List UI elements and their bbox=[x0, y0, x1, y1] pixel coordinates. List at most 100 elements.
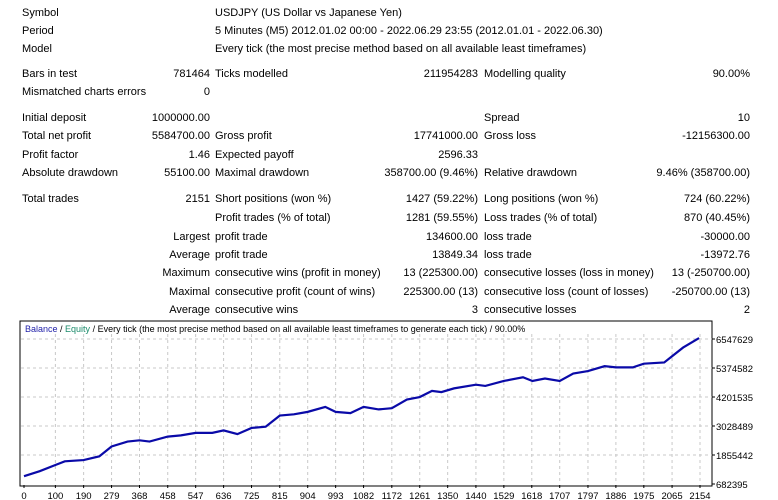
stats-row: Profit factor 1.46 Expected payoff 2596.33 bbox=[0, 149, 778, 165]
stat-label: consecutive wins bbox=[215, 304, 299, 316]
stat-label: loss trade bbox=[484, 249, 532, 261]
x-tick-label: 1261 bbox=[409, 491, 430, 500]
legend-model: / Every tick (the most precise method ba… bbox=[90, 324, 525, 334]
stat-label: consecutive losses (loss in money) bbox=[484, 267, 654, 279]
stat-value: 870 (40.45%) bbox=[683, 212, 750, 224]
stat-label: consecutive wins (profit in money) bbox=[215, 267, 381, 279]
y-tick-label: 4201535 bbox=[716, 393, 753, 404]
stat-value: Maximal bbox=[169, 286, 210, 298]
stat-value: 2151 bbox=[185, 193, 210, 205]
x-tick-label: 2154 bbox=[689, 491, 710, 500]
y-tick-label: 5374582 bbox=[716, 364, 753, 375]
x-tick-label: 1172 bbox=[382, 491, 402, 500]
x-tick-label: 815 bbox=[272, 491, 288, 500]
stats-row: Largest profit trade 134600.00 loss trade -3… bbox=[0, 231, 778, 247]
value: USDJPY (US Dollar vs Japanese Yen) bbox=[215, 7, 402, 19]
stats-row: Average profit trade 13849.34 loss trade -13… bbox=[0, 249, 778, 265]
x-tick-label: 368 bbox=[132, 491, 148, 500]
stat-value: 1281 (59.55%) bbox=[405, 212, 478, 224]
stat-label: consecutive loss (count of losses) bbox=[484, 286, 649, 298]
stats-row: Absolute drawdown 55100.00 Maximal drawdow… bbox=[0, 167, 778, 183]
stat-label: Modelling quality bbox=[484, 68, 566, 80]
stat-value: 1427 (59.22%) bbox=[405, 193, 478, 205]
x-tick-label: 2065 bbox=[661, 491, 682, 500]
stat-label: Maximal drawdown bbox=[215, 167, 310, 179]
stat-value: 0 bbox=[203, 86, 210, 98]
stat-label: Spread bbox=[484, 112, 520, 124]
chart-frame bbox=[19, 320, 713, 487]
stats-row: Bars in test 781464 Ticks modelled 21195428… bbox=[0, 68, 778, 84]
stat-value: Average bbox=[169, 304, 210, 316]
stat-label: loss trade bbox=[484, 231, 532, 243]
stat-label: Total net profit bbox=[22, 130, 92, 142]
model-row: Model Every tick (the most precise method… bbox=[0, 43, 778, 59]
stat-value: 13 (-250700.00) bbox=[671, 267, 750, 279]
stat-label: Gross profit bbox=[215, 130, 272, 142]
stat-label: Ticks modelled bbox=[215, 68, 288, 80]
stat-label: Initial deposit bbox=[22, 112, 87, 124]
legend-equity: Equity bbox=[65, 324, 91, 334]
balance-line bbox=[23, 337, 700, 478]
stat-value: Largest bbox=[173, 231, 210, 243]
stat-value: -30000.00 bbox=[700, 231, 750, 243]
stat-value: 55100.00 bbox=[164, 167, 210, 179]
balance-chart: 0 100 190 279 368 458 547 636 725 815 904 993 1082 11… bbox=[19, 320, 753, 500]
legend-sep: / bbox=[58, 324, 66, 334]
stat-value: 5584700.00 bbox=[151, 130, 210, 142]
stat-label: profit trade bbox=[215, 231, 268, 243]
x-tick-label: 636 bbox=[216, 491, 232, 500]
stat-value: -250700.00 (13) bbox=[671, 286, 750, 298]
stat-value: Average bbox=[169, 249, 210, 261]
stats-row: Total net profit 5584700.00 Gross profit 17… bbox=[0, 130, 778, 146]
y-tick-label: 1855442 bbox=[716, 451, 753, 462]
label: Symbol bbox=[22, 7, 59, 19]
stats-row: Average consecutive wins 3 consecutive loss… bbox=[0, 304, 778, 320]
stats-row: Mismatched charts errors 0 bbox=[0, 86, 778, 102]
stat-label: consecutive profit (count of wins) bbox=[215, 286, 376, 298]
value: 5 Minutes (M5) 2012.01.02 00:00 - 2022.0… bbox=[215, 25, 603, 37]
stat-value: 134600.00 bbox=[426, 231, 478, 243]
stat-label: Expected payoff bbox=[215, 149, 294, 161]
x-tick-label: 1797 bbox=[577, 491, 598, 500]
stat-value: -13972.76 bbox=[700, 249, 750, 261]
stat-value: 211954283 bbox=[423, 68, 478, 80]
stat-value: 17741000.00 bbox=[413, 130, 478, 142]
x-tick-label: 190 bbox=[76, 491, 92, 500]
stat-value: 781464 bbox=[173, 68, 210, 80]
stat-value: 724 (60.22%) bbox=[683, 193, 750, 205]
x-tick-label: 1975 bbox=[633, 491, 654, 500]
y-tick-label: 3028489 bbox=[716, 422, 753, 433]
x-tick-label: 1886 bbox=[605, 491, 626, 500]
x-tick-label: 279 bbox=[104, 491, 120, 500]
chart-legend: Balance / Equity / Every tick (the most … bbox=[25, 324, 525, 334]
stat-value: 3 bbox=[471, 304, 478, 316]
x-tick-label: 100 bbox=[47, 491, 63, 500]
stat-label: Profit factor bbox=[22, 149, 79, 161]
x-tick-label: 1529 bbox=[493, 491, 514, 500]
stats-row: Maximal consecutive profit (count of wins… bbox=[0, 286, 778, 302]
stat-value: 2596.33 bbox=[438, 149, 478, 161]
stat-label: Short positions (won %) bbox=[215, 193, 332, 205]
stat-label: consecutive losses bbox=[484, 304, 577, 316]
stats-row: Total trades 2151 Short positions (won %) 1… bbox=[0, 193, 778, 209]
stat-value: 10 bbox=[737, 112, 750, 124]
x-tick-label: 1350 bbox=[437, 491, 458, 500]
x-tick-label: 904 bbox=[300, 491, 316, 500]
x-tick-label: 993 bbox=[328, 491, 344, 500]
x-tick-label: 1618 bbox=[521, 491, 542, 500]
period-row: Period 5 Minutes (M5) 2012.01.02 00:00 - … bbox=[0, 25, 778, 41]
stats-row: Maximum consecutive wins (profit in money… bbox=[0, 267, 778, 283]
stat-label: Relative drawdown bbox=[484, 167, 577, 179]
stat-value: 358700.00 (9.46%) bbox=[384, 167, 478, 179]
stat-label: Profit trades (% of total) bbox=[215, 212, 331, 224]
x-tick-label: 547 bbox=[188, 491, 204, 500]
stat-label: Long positions (won %) bbox=[484, 193, 599, 205]
stat-label: Gross loss bbox=[484, 130, 536, 142]
value: Every tick (the most precise method base… bbox=[215, 43, 587, 55]
stats-row: Initial deposit 1000000.00 Spread 10 bbox=[0, 112, 778, 128]
x-tick-label: 0 bbox=[21, 491, 26, 500]
stat-value: 225300.00 (13) bbox=[403, 286, 478, 298]
label: Period bbox=[22, 25, 54, 37]
x-tick-label: 1082 bbox=[353, 491, 374, 500]
stat-value: 1.46 bbox=[188, 149, 210, 161]
